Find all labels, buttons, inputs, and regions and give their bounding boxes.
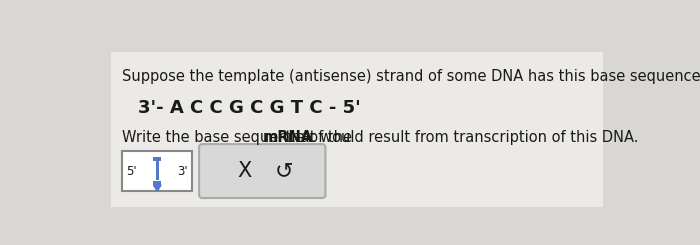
- Text: 3'- A C C G C G T C - 5': 3'- A C C G C G T C - 5': [138, 99, 360, 117]
- FancyBboxPatch shape: [199, 144, 326, 198]
- Polygon shape: [153, 185, 161, 191]
- FancyBboxPatch shape: [155, 157, 159, 180]
- Text: that would result from transcription of this DNA.: that would result from transcription of …: [281, 130, 638, 145]
- FancyBboxPatch shape: [111, 52, 603, 207]
- Text: mRNA: mRNA: [263, 130, 313, 145]
- Text: 5': 5': [126, 165, 137, 178]
- FancyBboxPatch shape: [122, 151, 192, 191]
- Text: Write the base sequence of the mRNA: Write the base sequence of the mRNA: [122, 130, 438, 145]
- Text: X: X: [237, 161, 251, 181]
- Text: Suppose the template (antisense) strand of some DNA has this base sequence:: Suppose the template (antisense) strand …: [122, 69, 700, 85]
- Text: 3': 3': [178, 165, 188, 178]
- FancyBboxPatch shape: [153, 181, 161, 185]
- Text: ↺: ↺: [274, 161, 293, 181]
- FancyBboxPatch shape: [153, 157, 161, 161]
- Text: Write the base sequence of the: Write the base sequence of the: [122, 130, 357, 145]
